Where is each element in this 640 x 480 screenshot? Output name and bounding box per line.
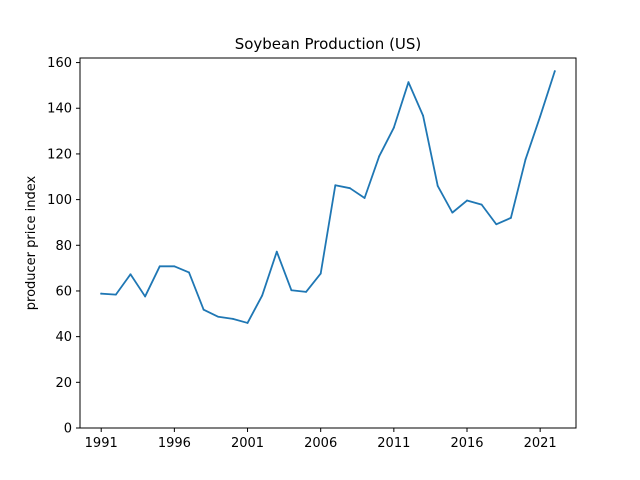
data-point xyxy=(305,290,307,293)
series-line xyxy=(100,70,556,324)
data-point xyxy=(451,211,454,214)
data-point xyxy=(363,197,366,199)
data-point xyxy=(290,289,293,292)
data-point xyxy=(246,322,249,324)
data-point xyxy=(232,317,234,320)
data-point xyxy=(524,158,527,161)
x-tick-label: 1996 xyxy=(158,436,191,451)
data-point xyxy=(407,81,410,84)
y-axis-label: producer price index xyxy=(24,175,39,310)
data-point xyxy=(539,115,542,118)
data-point xyxy=(392,126,395,129)
data-point xyxy=(480,203,483,206)
data-point xyxy=(349,187,351,190)
y-tick-label: 140 xyxy=(47,102,72,117)
data-point xyxy=(144,295,147,298)
x-tick-label: 2016 xyxy=(450,436,483,451)
data-point xyxy=(114,293,117,296)
data-point xyxy=(466,199,468,202)
y-tick-label: 100 xyxy=(47,193,72,208)
data-point xyxy=(129,273,132,276)
data-point xyxy=(261,294,264,297)
x-axis: 1991 1996 2001 2006 2011 2016 2021 xyxy=(85,428,557,451)
data-point xyxy=(202,308,205,311)
data-point xyxy=(217,315,220,318)
y-tick-label: 40 xyxy=(55,330,72,345)
data-point xyxy=(553,70,556,73)
plot-frame xyxy=(79,57,577,429)
data-point xyxy=(188,271,190,274)
x-tick-label: 2021 xyxy=(524,436,557,451)
y-tick-label: 120 xyxy=(47,147,72,162)
x-tick-label: 2011 xyxy=(377,436,410,451)
data-point xyxy=(319,272,322,275)
data-point xyxy=(100,292,103,295)
y-tick-label: 160 xyxy=(47,56,72,71)
y-tick-label: 0 xyxy=(64,422,72,437)
y-tick-label: 80 xyxy=(55,239,72,254)
data-point xyxy=(158,265,161,268)
data-point xyxy=(422,114,424,117)
y-axis: 0 20 40 60 80 100 120 140 160 xyxy=(47,56,80,437)
chart-title: Soybean Production (US) xyxy=(235,35,422,53)
data-point xyxy=(495,223,498,226)
data-point xyxy=(378,155,381,158)
x-tick-label: 1991 xyxy=(85,436,118,451)
plot-area xyxy=(100,70,556,324)
data-point xyxy=(173,265,176,268)
data-point xyxy=(334,184,337,187)
data-point xyxy=(275,250,278,253)
y-tick-label: 20 xyxy=(55,376,72,391)
x-tick-label: 2001 xyxy=(231,436,264,451)
x-tick-label: 2006 xyxy=(304,436,337,451)
data-point xyxy=(436,185,439,187)
y-tick-label: 60 xyxy=(55,284,72,299)
data-point xyxy=(509,216,512,219)
